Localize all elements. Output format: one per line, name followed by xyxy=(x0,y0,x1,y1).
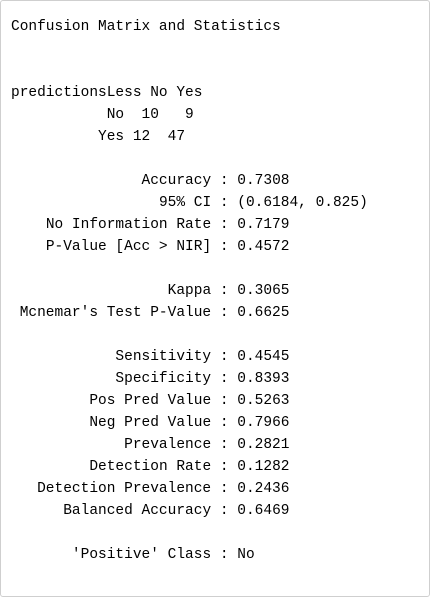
stat-label: 'Positive' Class xyxy=(71,547,212,563)
stat-value: 0.5263 xyxy=(237,393,290,409)
matrix-cell: 47 xyxy=(167,129,186,145)
stat-label: Balanced Accuracy xyxy=(63,503,212,519)
stat-value: (0.6184, 0.825) xyxy=(237,195,368,211)
matrix-cell: 10 xyxy=(141,107,159,123)
stat-label: P-Value [Acc > NIR] xyxy=(45,239,212,255)
stat-value: 0.6469 xyxy=(237,503,290,519)
stat-label: Detection Prevalence xyxy=(37,481,212,497)
stat-label: Accuracy xyxy=(141,173,212,189)
stat-value: 0.7179 xyxy=(237,217,290,233)
stat-value: 0.6625 xyxy=(237,305,290,321)
output-title: Confusion Matrix and Statistics xyxy=(11,19,281,35)
matrix-corner-label: predictionsLess xyxy=(11,85,142,101)
stat-value: No xyxy=(237,547,255,563)
stat-value: 0.1282 xyxy=(237,459,290,475)
stat-label: Mcnemar's Test P-Value xyxy=(19,305,212,321)
stat-label: Prevalence xyxy=(124,437,212,453)
matrix-cell: 12 xyxy=(132,129,151,145)
stat-label: Kappa xyxy=(167,283,212,299)
stat-value: 0.2821 xyxy=(237,437,290,453)
stat-value: 0.8393 xyxy=(237,371,290,387)
matrix-cell: 9 xyxy=(185,107,194,123)
stat-value: 0.2436 xyxy=(237,481,290,497)
stat-value: 0.4572 xyxy=(237,239,290,255)
stat-label: Pos Pred Value xyxy=(89,393,212,409)
stat-label: Specificity xyxy=(115,371,212,387)
stat-value: 0.7966 xyxy=(237,415,290,431)
stat-label: No Information Rate xyxy=(45,217,212,233)
matrix-col-header: Yes xyxy=(176,85,203,101)
stat-value: 0.4545 xyxy=(237,349,290,365)
console-output: Confusion Matrix and Statistics predicti… xyxy=(11,19,368,563)
stat-label: 95% CI xyxy=(158,195,212,211)
stat-label: Neg Pred Value xyxy=(89,415,212,431)
stat-label: Detection Rate xyxy=(89,459,212,475)
stat-label: Sensitivity xyxy=(115,349,212,365)
stat-value: 0.7308 xyxy=(237,173,290,189)
stat-value: 0.3065 xyxy=(237,283,290,299)
matrix-col-header: No xyxy=(150,85,168,101)
matrix-row-label: No xyxy=(106,107,125,123)
matrix-row-label: Yes xyxy=(98,129,125,145)
